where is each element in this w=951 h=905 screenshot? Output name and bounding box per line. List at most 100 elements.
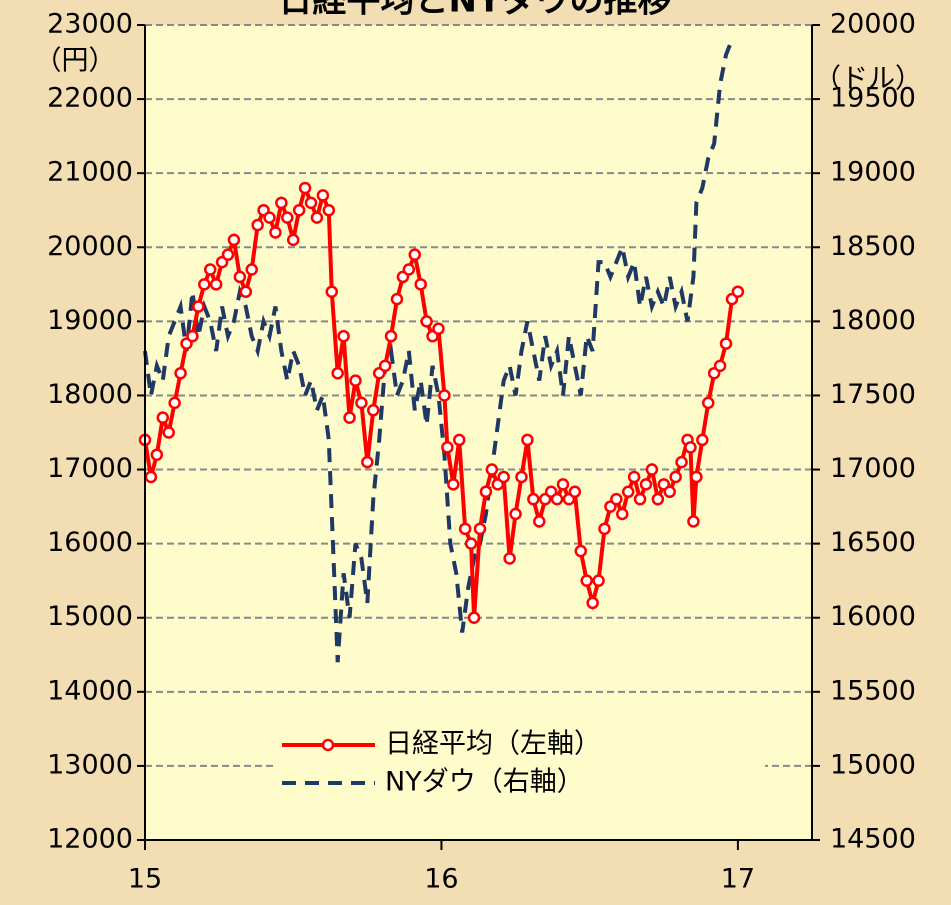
data-point <box>610 492 623 506</box>
data-point <box>251 218 264 232</box>
y2-tick-label: 19000 <box>830 157 916 188</box>
y-tick-label: 17000 <box>47 453 133 484</box>
data-point <box>432 322 445 336</box>
data-point <box>598 522 611 536</box>
data-point <box>186 329 199 343</box>
data-point <box>292 203 306 217</box>
data-point <box>651 492 665 506</box>
chart-title: 日経平均とNYダウの推移 <box>278 0 671 21</box>
data-point <box>162 426 175 439</box>
data-point <box>533 515 546 528</box>
data-point <box>731 285 745 298</box>
legend-label: NYダウ（右軸） <box>385 767 584 798</box>
data-point <box>322 203 336 217</box>
data-point <box>174 366 187 380</box>
data-point <box>663 485 676 499</box>
data-point <box>633 492 647 506</box>
y-tick-label: 12000 <box>47 824 133 855</box>
data-point <box>233 270 247 284</box>
y-tick-label: 13000 <box>47 749 133 780</box>
y-tick-label: 19000 <box>47 305 133 336</box>
data-point <box>304 196 318 210</box>
y2-tick-label: 16500 <box>830 527 916 558</box>
y2-tick-label: 19500 <box>830 83 916 114</box>
data-point <box>452 433 466 447</box>
data-point <box>349 374 362 387</box>
data-point <box>192 300 205 313</box>
data-point <box>515 470 528 484</box>
data-point <box>503 552 516 565</box>
y2-tick-label: 14500 <box>830 824 916 855</box>
y-tick-label: 18000 <box>47 379 133 410</box>
y2-tick-label: 18000 <box>830 305 916 336</box>
data-point <box>390 292 404 306</box>
y2-tick-label: 16000 <box>830 601 916 632</box>
data-point <box>367 404 380 417</box>
data-point <box>690 470 703 484</box>
y-tick-label: 23000 <box>47 9 133 40</box>
data-point <box>485 463 499 476</box>
data-point <box>331 366 344 380</box>
data-point <box>384 329 398 343</box>
y-tick-label: 22000 <box>47 83 133 114</box>
legend-label: 日経平均（左軸） <box>385 729 601 760</box>
data-point <box>203 263 217 276</box>
y2-tick-label: 15000 <box>830 749 916 780</box>
y-axis-label: （円） <box>35 46 116 77</box>
data-point <box>378 359 392 373</box>
data-point <box>414 278 427 291</box>
data-point <box>275 196 288 210</box>
y2-axis-label: （ドル） <box>814 64 922 95</box>
data-point <box>568 485 582 499</box>
legend-marker <box>321 738 335 752</box>
data-point <box>316 189 330 202</box>
data-point <box>616 507 629 521</box>
legend <box>275 722 765 800</box>
data-point <box>239 285 253 298</box>
data-point <box>675 455 688 469</box>
data-point <box>645 463 659 476</box>
data-point <box>361 455 374 469</box>
data-point <box>150 448 164 461</box>
data-point <box>627 470 641 484</box>
data-point <box>556 478 570 491</box>
x-tick-label: 17 <box>721 864 755 895</box>
data-point <box>310 211 324 224</box>
y2-tick-label: 17000 <box>830 453 916 484</box>
data-point <box>509 507 522 521</box>
data-point <box>621 485 635 499</box>
data-point <box>144 470 158 484</box>
data-point <box>586 596 599 610</box>
data-point <box>527 492 540 506</box>
data-point <box>687 515 700 528</box>
data-point <box>245 263 258 276</box>
data-point <box>269 226 282 239</box>
data-point <box>669 470 682 484</box>
data-point <box>441 441 454 454</box>
y2-tick-label: 20000 <box>830 9 916 40</box>
plot-area <box>145 25 812 840</box>
y-tick-label: 14000 <box>47 675 133 706</box>
data-point <box>227 233 241 247</box>
data-point <box>156 411 170 424</box>
data-point <box>168 396 181 410</box>
data-point <box>473 522 487 536</box>
y-tick-label: 20000 <box>47 231 133 262</box>
y2-tick-label: 15500 <box>830 675 916 706</box>
y2-tick-label: 18500 <box>830 231 916 262</box>
data-point <box>458 522 472 536</box>
y-tick-label: 15000 <box>47 601 133 632</box>
data-point <box>713 359 727 373</box>
data-point <box>355 396 368 410</box>
data-point <box>286 233 300 247</box>
x-tick-label: 15 <box>128 864 162 895</box>
data-point <box>343 411 356 424</box>
data-point <box>701 396 715 410</box>
data-point <box>719 337 733 350</box>
data-point <box>438 389 451 402</box>
y-tick-label: 21000 <box>47 157 133 188</box>
data-point <box>221 248 235 261</box>
data-point <box>580 574 593 587</box>
data-point <box>447 478 460 491</box>
